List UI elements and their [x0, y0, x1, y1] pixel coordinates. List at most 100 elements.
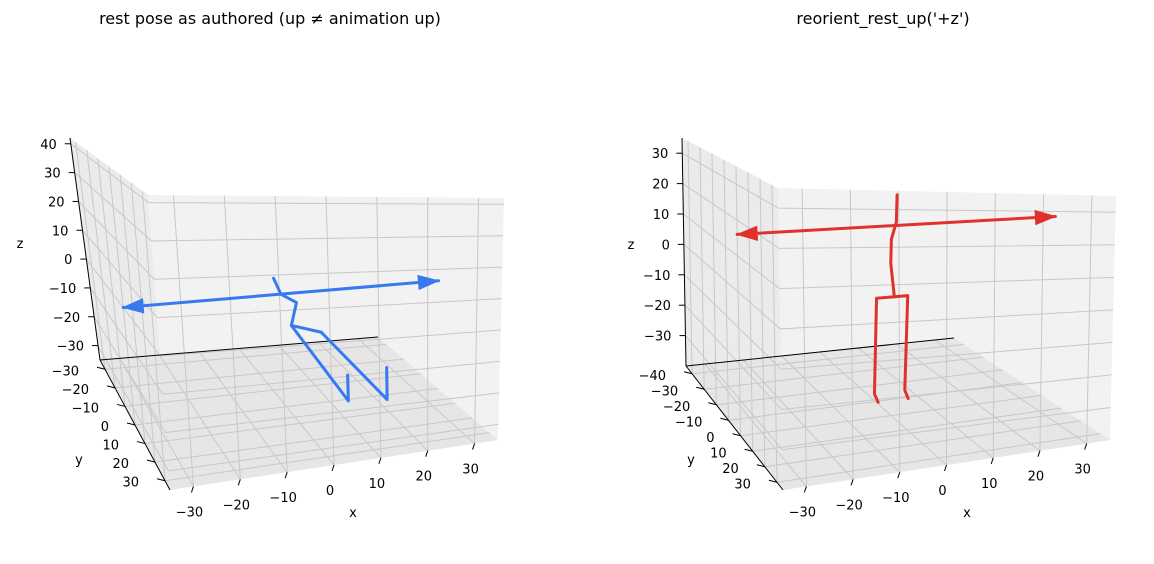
y-tick-mark: [720, 417, 729, 421]
x-axis-label-right: x: [963, 506, 971, 521]
y-axis-line: [685, 365, 784, 491]
y-tick-label: 20: [112, 457, 129, 472]
z-tick-label: 30: [44, 167, 61, 182]
z-gridline: [70, 143, 504, 205]
x-tick-mark: [237, 479, 241, 486]
z-gridline: [682, 183, 1115, 249]
y-tick-mark: [156, 478, 166, 482]
x-tick-mark: [1084, 443, 1088, 450]
x-tick-label: 20: [1028, 470, 1045, 485]
x-tick-label: 10: [981, 477, 998, 492]
plot-lines-left: [121, 274, 440, 403]
z-gridline: [78, 201, 503, 280]
tick-labels-right: −30 −20 −10 0 10 20 303020100−10−20−30−4030201…: [639, 147, 1091, 520]
chart-title-left: rest pose as authored (up ≠ animation up…: [99, 9, 441, 28]
z-tick-label: 10: [52, 224, 69, 239]
y-tick-mark: [696, 386, 705, 390]
x-tick-label: −30: [176, 505, 203, 520]
skeleton-line-2: [872, 295, 896, 404]
y-tick-mark: [146, 459, 156, 463]
x-tick-label: −10: [269, 491, 296, 506]
y-tick-label: 10: [102, 439, 119, 454]
tick-labels-left: −30 −20 −10 0 10 20 303020100−10−20−3040302010…: [40, 138, 479, 521]
z-axis-line: [69, 137, 101, 361]
axes-panes-left: [70, 138, 504, 490]
z-tick-label: −20: [643, 299, 670, 314]
skeleton-line-3: [319, 330, 389, 402]
x-tick-mark: [472, 443, 476, 450]
x-tick-mark: [897, 471, 901, 479]
x-tick-label: −20: [223, 498, 250, 513]
y-tick-label: −20: [663, 400, 690, 415]
y-tick-mark: [126, 422, 136, 426]
x-axis-label-left: x: [349, 506, 357, 521]
y-tick-mark: [96, 366, 106, 370]
z-axis-line: [681, 137, 687, 367]
x-tick-label: −20: [835, 498, 862, 513]
x-tick-mark: [1037, 450, 1041, 457]
y-tick-label: −30: [651, 384, 678, 399]
y-tick-mark: [106, 385, 116, 389]
x-tick-mark: [284, 471, 288, 479]
axis-lines-right: [681, 137, 955, 491]
z-gridline: [684, 274, 1113, 370]
y-tick-label: 0: [706, 431, 714, 446]
skeleton-line-3: [892, 294, 910, 400]
z-gridline: [97, 345, 499, 472]
z-tick-label: −20: [53, 311, 80, 326]
z-tick-label: −10: [49, 282, 76, 297]
skeleton-line-1: [272, 276, 323, 334]
chart-title-right: reorient_rest_up('+z'): [796, 9, 969, 29]
y-tick-label: −10: [72, 401, 99, 416]
y-tick-mark: [732, 433, 741, 437]
skeleton-line-1: [889, 193, 899, 299]
x-tick-mark: [803, 486, 807, 493]
y-tick-label: −30: [52, 364, 79, 379]
arrowhead-start: [121, 298, 145, 314]
z-gridline: [685, 335, 1111, 451]
x-tick-label: 10: [369, 477, 386, 492]
y-tick-label: 30: [734, 477, 751, 492]
z-gridline: [683, 213, 1115, 290]
arrowhead-end: [417, 274, 440, 291]
y-tick-label: 10: [710, 446, 727, 461]
y-tick-label: 0: [101, 420, 109, 435]
plot-lines-right: [735, 193, 1057, 404]
y-tick-mark: [744, 448, 753, 452]
y-tick-mark: [136, 441, 146, 445]
y-tick-label: −40: [639, 369, 666, 384]
x-tick-label: −10: [882, 491, 909, 506]
y-tick-mark: [683, 371, 693, 375]
x-tick-mark: [425, 450, 429, 457]
y-tick-mark: [756, 464, 765, 468]
y-tick-label: −10: [675, 415, 702, 430]
x-tick-label: −30: [789, 505, 816, 520]
x-tick-mark: [378, 457, 382, 465]
axes-panes-right: [682, 138, 1116, 490]
z-gridline: [683, 244, 1114, 330]
z-gridline: [82, 229, 502, 319]
z-gridline: [682, 152, 1116, 213]
z-gridline: [93, 316, 500, 434]
z-tick-label: 0: [64, 253, 72, 268]
y-axis-label-left: y: [75, 453, 83, 468]
x-tick-label: 0: [938, 484, 946, 499]
subplot-right: reorient_rest_up('+z') −30 −20 −10 0 10 20 303…: [628, 9, 1116, 521]
x-tick-label: 30: [462, 463, 479, 478]
x-tick-mark: [190, 486, 194, 493]
x-tick-label: 30: [1074, 463, 1091, 478]
arrowhead-end: [1034, 209, 1057, 226]
arrowhead-start: [735, 225, 759, 241]
floor-pane: [686, 338, 1110, 490]
y-axis-label-right: y: [687, 453, 695, 468]
x-tick-mark: [990, 457, 994, 465]
x-tick-mark: [944, 464, 947, 472]
z-tick-label: −30: [57, 340, 84, 355]
y-tick-label: 30: [122, 476, 139, 491]
skeleton-line-2: [289, 323, 350, 403]
z-tick-label: −10: [643, 269, 670, 284]
x-tick-label: 0: [326, 484, 334, 499]
z-tick-label: −30: [644, 330, 671, 345]
z-gridline: [684, 304, 1112, 410]
